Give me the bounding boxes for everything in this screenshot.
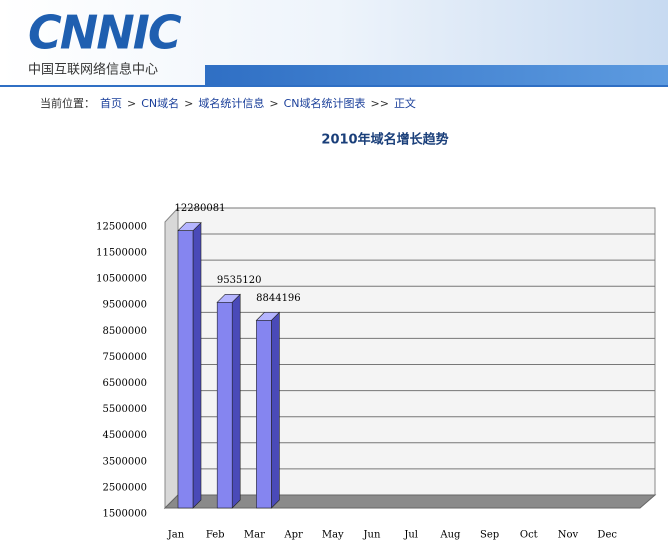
breadcrumb-link[interactable]: CN域名统计图表: [284, 96, 366, 110]
data-label: 12280081: [175, 203, 226, 214]
y-tick-label: 3500000: [102, 456, 147, 467]
breadcrumb-link[interactable]: 域名统计信息: [198, 96, 264, 110]
breadcrumb-text: >: [184, 97, 193, 110]
breadcrumb-text: >: [127, 97, 136, 110]
bar: [256, 320, 272, 509]
y-tick-label: 7500000: [102, 352, 147, 363]
bar-side: [231, 293, 241, 509]
data-label: 8844196: [256, 293, 301, 304]
header-rule: [0, 85, 668, 87]
y-tick-label: 4500000: [102, 430, 147, 441]
breadcrumb-link[interactable]: CN域名: [141, 96, 179, 110]
y-tick-label: 10500000: [96, 274, 147, 285]
breadcrumb-link[interactable]: 正文: [394, 96, 416, 110]
y-tick-label: 8500000: [102, 326, 147, 337]
breadcrumb-text: >>: [371, 97, 389, 110]
bar: [216, 302, 233, 509]
x-tick-label: Feb: [206, 530, 225, 541]
bar-side: [192, 221, 202, 509]
chart-title: 2010年域名增长趋势: [321, 132, 448, 148]
breadcrumb-link[interactable]: 首页: [100, 96, 122, 110]
y-tick-label: 12500000: [96, 221, 147, 232]
back-wall: [177, 207, 656, 496]
y-tick-label: 11500000: [96, 248, 147, 259]
x-tick-label: Apr: [283, 530, 303, 541]
breadcrumb-text: >: [269, 97, 278, 110]
y-tick-label: 2500000: [102, 482, 147, 493]
x-tick-label: Sep: [480, 530, 499, 541]
x-tick-label: Aug: [439, 530, 461, 541]
bar-side: [271, 311, 280, 509]
breadcrumb-text: 当前位置：: [40, 96, 95, 110]
x-tick-label: Jan: [167, 530, 185, 541]
y-tick-label: 1500000: [102, 509, 147, 520]
header-band: [205, 65, 668, 85]
x-tick-label: Jul: [403, 530, 418, 541]
breadcrumb: 当前位置： 首页 > CN域名 > 域名统计信息 > CN域名统计图表 >> 正文: [40, 96, 416, 110]
x-tick-label: Dec: [597, 530, 617, 541]
data-label: 9535120: [217, 275, 262, 286]
subtitle: 中国互联网络信息中心: [28, 62, 158, 78]
y-tick-label: 9500000: [102, 300, 147, 311]
bar: [177, 230, 194, 509]
logo: CNNIC: [28, 6, 182, 60]
x-tick-label: Nov: [558, 530, 579, 541]
x-tick-label: Mar: [244, 530, 265, 541]
x-tick-label: Jun: [363, 530, 381, 541]
x-tick-label: Oct: [520, 530, 538, 541]
floor: [163, 494, 657, 509]
x-tick-label: May: [322, 530, 344, 541]
y-tick-label: 6500000: [102, 378, 147, 389]
y-tick-label: 5500000: [102, 404, 147, 415]
left-wall: [164, 206, 179, 510]
